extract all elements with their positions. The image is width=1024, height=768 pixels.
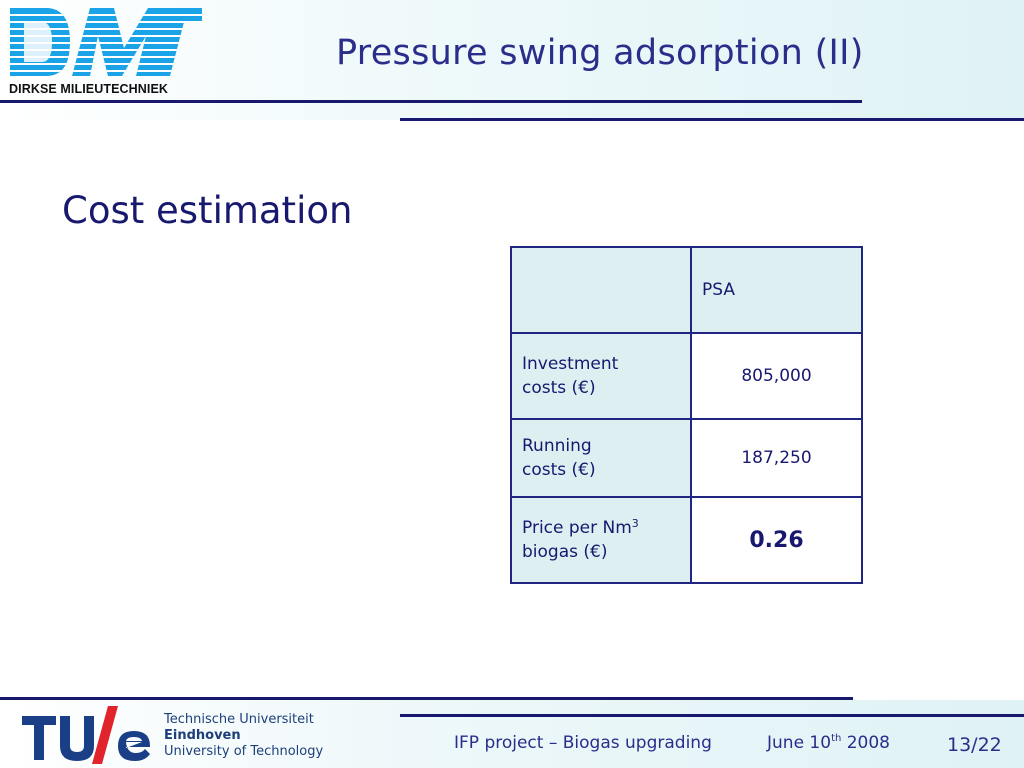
row-value: 805,000 bbox=[690, 332, 863, 420]
table-row: Price per Nm3 biogas (€) 0.26 bbox=[510, 496, 863, 584]
cost-table: PSA Investment costs (€) 805,000 Running… bbox=[510, 246, 863, 584]
row-value: 0.26 bbox=[690, 496, 863, 584]
footer-band bbox=[0, 700, 1024, 768]
row-label-line1: Investment bbox=[522, 354, 619, 374]
row-label-line1: Price per Nm3 bbox=[522, 516, 680, 540]
row-label: Investment costs (€) bbox=[510, 332, 692, 420]
footer-date: June 10th 2008 bbox=[767, 733, 890, 753]
section-subtitle: Cost estimation bbox=[62, 189, 353, 232]
header-rule-lower bbox=[400, 118, 1024, 121]
row-label-superscript: 3 bbox=[631, 517, 639, 530]
row-label-text: Price per Nm bbox=[522, 518, 632, 538]
row-label-line2: biogas (€) bbox=[522, 542, 608, 562]
table-header-row: PSA bbox=[510, 246, 863, 334]
row-label: Running costs (€) bbox=[510, 418, 692, 498]
footer-date-superscript: th bbox=[831, 733, 842, 744]
page-title: Pressure swing adsorption (II) bbox=[336, 33, 864, 73]
row-label-line1: Running bbox=[522, 436, 592, 456]
page-number: 13/22 bbox=[947, 734, 1002, 756]
tue-name: Technische Universiteit Eindhoven Univer… bbox=[164, 712, 323, 760]
row-label-line2: costs (€) bbox=[522, 378, 596, 398]
footer-rule-upper bbox=[0, 697, 853, 700]
tue-line1: Technische Universiteit bbox=[164, 712, 314, 727]
row-label-line2: costs (€) bbox=[522, 460, 596, 480]
footer-project: IFP project – Biogas upgrading bbox=[454, 733, 712, 753]
table-row: Investment costs (€) 805,000 bbox=[510, 332, 863, 420]
table-corner-cell bbox=[510, 246, 692, 334]
row-value: 187,250 bbox=[690, 418, 863, 498]
logo-caption: DIRKSE MILIEUTECHNIEK bbox=[9, 82, 169, 96]
footer-date-prefix: June 10 bbox=[767, 733, 832, 753]
tue-logo bbox=[22, 706, 150, 764]
tue-line3: University of Technology bbox=[164, 744, 324, 759]
row-label: Price per Nm3 biogas (€) bbox=[510, 496, 692, 584]
tue-line2: Eindhoven bbox=[164, 728, 241, 743]
dmt-logo bbox=[10, 8, 202, 76]
footer-date-suffix: 2008 bbox=[841, 733, 890, 753]
header-rule-upper bbox=[0, 100, 862, 103]
footer-rule-lower bbox=[400, 714, 1024, 717]
table-column-header: PSA bbox=[690, 246, 863, 334]
table-row: Running costs (€) 187,250 bbox=[510, 418, 863, 498]
